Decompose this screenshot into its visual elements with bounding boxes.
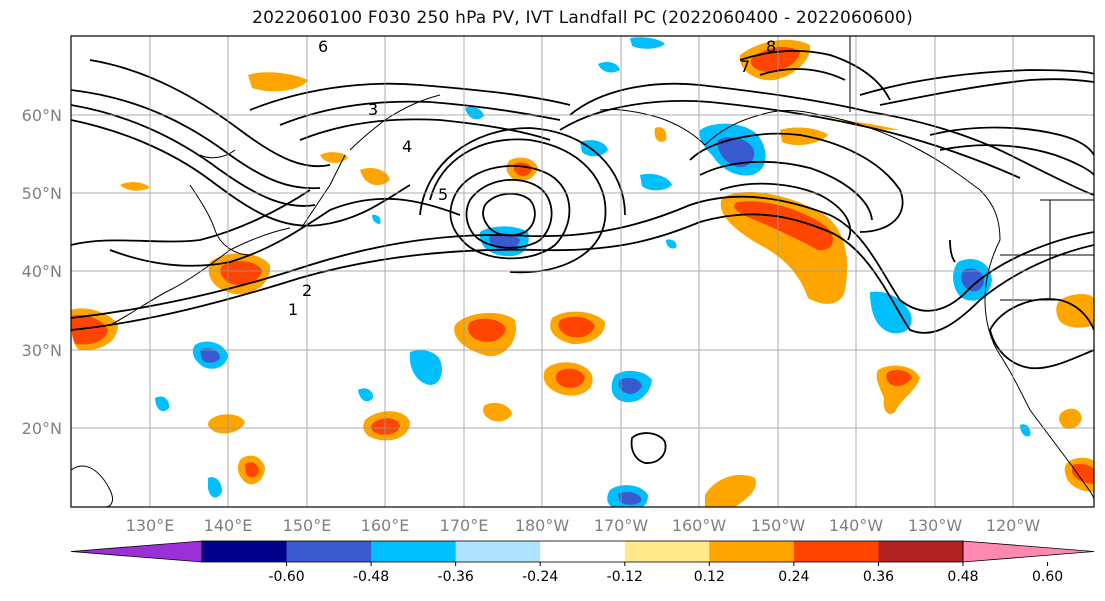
colorbar-tick-label: -0.48 [353, 569, 389, 585]
lon-label: 160°E [361, 516, 410, 535]
colorbar-segment [202, 541, 288, 562]
contour-label-6: 6 [318, 37, 328, 56]
colorbar-tick-label: 0.48 [947, 569, 978, 585]
colorbar: -0.60 -0.48 -0.36 -0.24 -0.12 0.12 0.24 0.36 0.4… [70, 540, 1095, 585]
lon-label: 170°E [440, 516, 489, 535]
colorbar-segment [286, 541, 372, 562]
lat-label: 40°N [22, 262, 62, 281]
lon-label: 140°W [829, 516, 884, 535]
colorbar-extend-high [962, 540, 1095, 563]
longitude-labels: 130°E 140°E 150°E 160°E 170°E 180°W 170°… [126, 516, 1041, 535]
lat-label: 50°N [22, 184, 62, 203]
lon-label: 170°W [594, 516, 649, 535]
figure-title: 2022060100 F030 250 hPa PV, IVT Landfall… [252, 8, 913, 28]
colorbar-segment [540, 541, 626, 562]
lon-label: 160°W [672, 516, 727, 535]
colorbar-segment [371, 541, 457, 562]
gridlines [71, 36, 1094, 507]
colorbar-segment [455, 541, 541, 562]
contour-labels: 6 5 4 3 2 1 7 8 [288, 37, 776, 319]
lon-label: 180°W [515, 516, 570, 535]
lat-label: 20°N [22, 419, 62, 438]
colorbar-tick-label: 0.36 [863, 569, 894, 585]
colorbar-tick-label: -0.60 [268, 569, 304, 585]
colorbar-tick-label: -0.36 [438, 569, 474, 585]
colorbar-outline [201, 540, 964, 563]
contour-label-8: 8 [766, 37, 776, 56]
lon-label: 150°E [283, 516, 332, 535]
colorbar-tick-label: -0.12 [607, 569, 643, 585]
colorbar-tick-label: 0.24 [778, 569, 809, 585]
colorbar-segment [624, 541, 710, 562]
contour-label-5: 5 [438, 185, 448, 204]
colorbar-extend-low [70, 540, 203, 563]
colorbar-tick-label: 0.12 [694, 569, 725, 585]
colorbar-segment [793, 541, 879, 562]
lon-label: 120°W [986, 516, 1041, 535]
contour-label-1: 1 [288, 300, 298, 319]
lat-label: 60°N [22, 106, 62, 125]
lon-label: 150°W [751, 516, 806, 535]
lon-label: 130°W [908, 516, 963, 535]
lat-label: 30°N [22, 341, 62, 360]
contour-label-3: 3 [368, 100, 378, 119]
contour-label-7: 7 [740, 57, 750, 76]
colorbar-segment [709, 541, 795, 562]
latitude-labels: 60°N 50°N 40°N 30°N 20°N [22, 106, 62, 438]
colorbar-tick-label: -0.24 [522, 569, 558, 585]
lon-label: 140°E [204, 516, 253, 535]
lon-label: 130°E [126, 516, 175, 535]
colorbar-tick-label: 0.60 [1032, 569, 1063, 585]
contour-label-4: 4 [402, 137, 412, 156]
map-frame [70, 35, 1095, 508]
colorbar-segment [878, 541, 964, 562]
pv-contours [71, 49, 1094, 464]
contour-label-2: 2 [302, 281, 312, 300]
